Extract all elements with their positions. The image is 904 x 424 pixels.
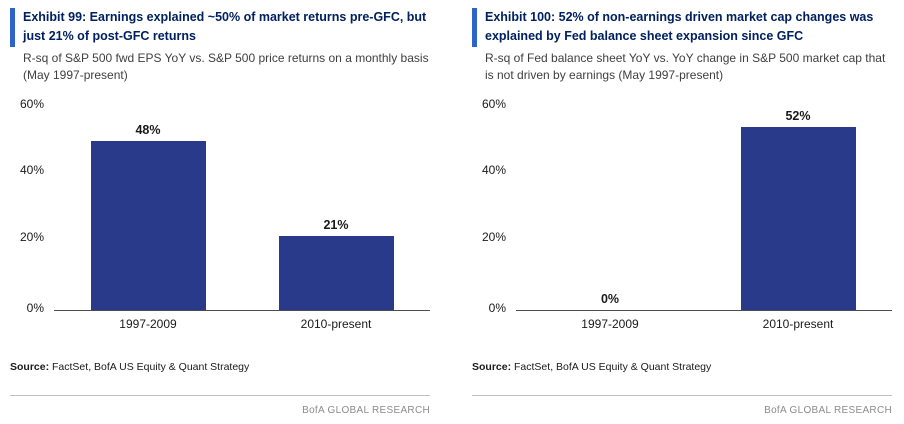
source-text: FactSet, BofA US Equity & Quant Strategy — [511, 360, 712, 373]
y-tick-label: 40% — [19, 163, 44, 178]
source-note: Source: FactSet, BofA US Equity & Quant … — [10, 361, 430, 373]
y-tick-label: 0% — [26, 300, 44, 315]
category-label: 2010-present — [300, 316, 372, 331]
x-axis-baseline: 0% 52% — [516, 99, 892, 311]
research-footer: BofA GLOBAL RESEARCH — [764, 405, 892, 416]
bar-value-label: 21% — [323, 218, 349, 233]
exhibit-accent-bar — [472, 8, 477, 47]
chart-title: Exhibit 99: Earnings explained ~50% of m… — [23, 10, 427, 44]
y-axis: 60% 40% 20% 0% — [472, 96, 516, 315]
y-axis: 60% 40% 20% 0% — [10, 96, 54, 315]
bar-group: 0% — [516, 99, 704, 310]
source-text: FactSet, BofA US Equity & Quant Strategy — [49, 360, 250, 373]
title-row: Exhibit 100: 52% of non-earnings driven … — [472, 8, 892, 47]
category-label: 1997-2009 — [581, 316, 639, 331]
chart-subtitle: R-sq of Fed balance sheet YoY vs. YoY ch… — [485, 50, 886, 83]
source-note: Source: FactSet, BofA US Equity & Quant … — [472, 361, 892, 373]
chart-title: Exhibit 100: 52% of non-earnings driven … — [485, 10, 874, 44]
y-tick-label: 60% — [481, 96, 506, 111]
category-label: 2010-present — [762, 316, 834, 331]
bar-value-label: 48% — [135, 123, 161, 138]
y-tick-label: 20% — [481, 229, 506, 244]
x-axis-labels: 1997-2009 2010-present — [516, 317, 892, 331]
plot-area: 60% 40% 20% 0% 0% 52% — [472, 96, 892, 315]
x-axis-labels: 1997-2009 2010-present — [54, 317, 430, 331]
bar-value-label: 52% — [785, 109, 811, 124]
y-tick-label: 60% — [19, 96, 44, 111]
y-tick-label: 20% — [19, 229, 44, 244]
plot-area: 60% 40% 20% 0% 48% 21% — [10, 96, 430, 315]
category-label: 1997-2009 — [119, 316, 177, 331]
bar-group: 52% — [704, 99, 892, 310]
bar-value-label: 0% — [600, 292, 620, 307]
research-footer: BofA GLOBAL RESEARCH — [302, 405, 430, 416]
exhibit-accent-bar — [10, 8, 15, 47]
bar-group: 48% — [54, 99, 242, 310]
bar — [90, 140, 206, 310]
source-label: Source: — [472, 360, 512, 373]
x-axis-baseline: 48% 21% — [54, 99, 430, 311]
bar-group: 21% — [242, 99, 430, 310]
chart-panel-exhibit-99: Exhibit 99: Earnings explained ~50% of m… — [10, 8, 430, 418]
chart-panel-exhibit-100: Exhibit 100: 52% of non-earnings driven … — [472, 8, 892, 418]
chart-subtitle: R-sq of S&P 500 fwd EPS YoY vs. S&P 500 … — [23, 50, 429, 83]
bar — [740, 126, 856, 310]
source-label: Source: — [10, 360, 50, 373]
bar — [278, 235, 394, 310]
y-tick-label: 0% — [488, 300, 506, 315]
y-tick-label: 40% — [481, 163, 506, 178]
title-row: Exhibit 99: Earnings explained ~50% of m… — [10, 8, 430, 47]
footer-divider: BofA GLOBAL RESEARCH — [472, 395, 892, 418]
footer-divider: BofA GLOBAL RESEARCH — [10, 395, 430, 418]
